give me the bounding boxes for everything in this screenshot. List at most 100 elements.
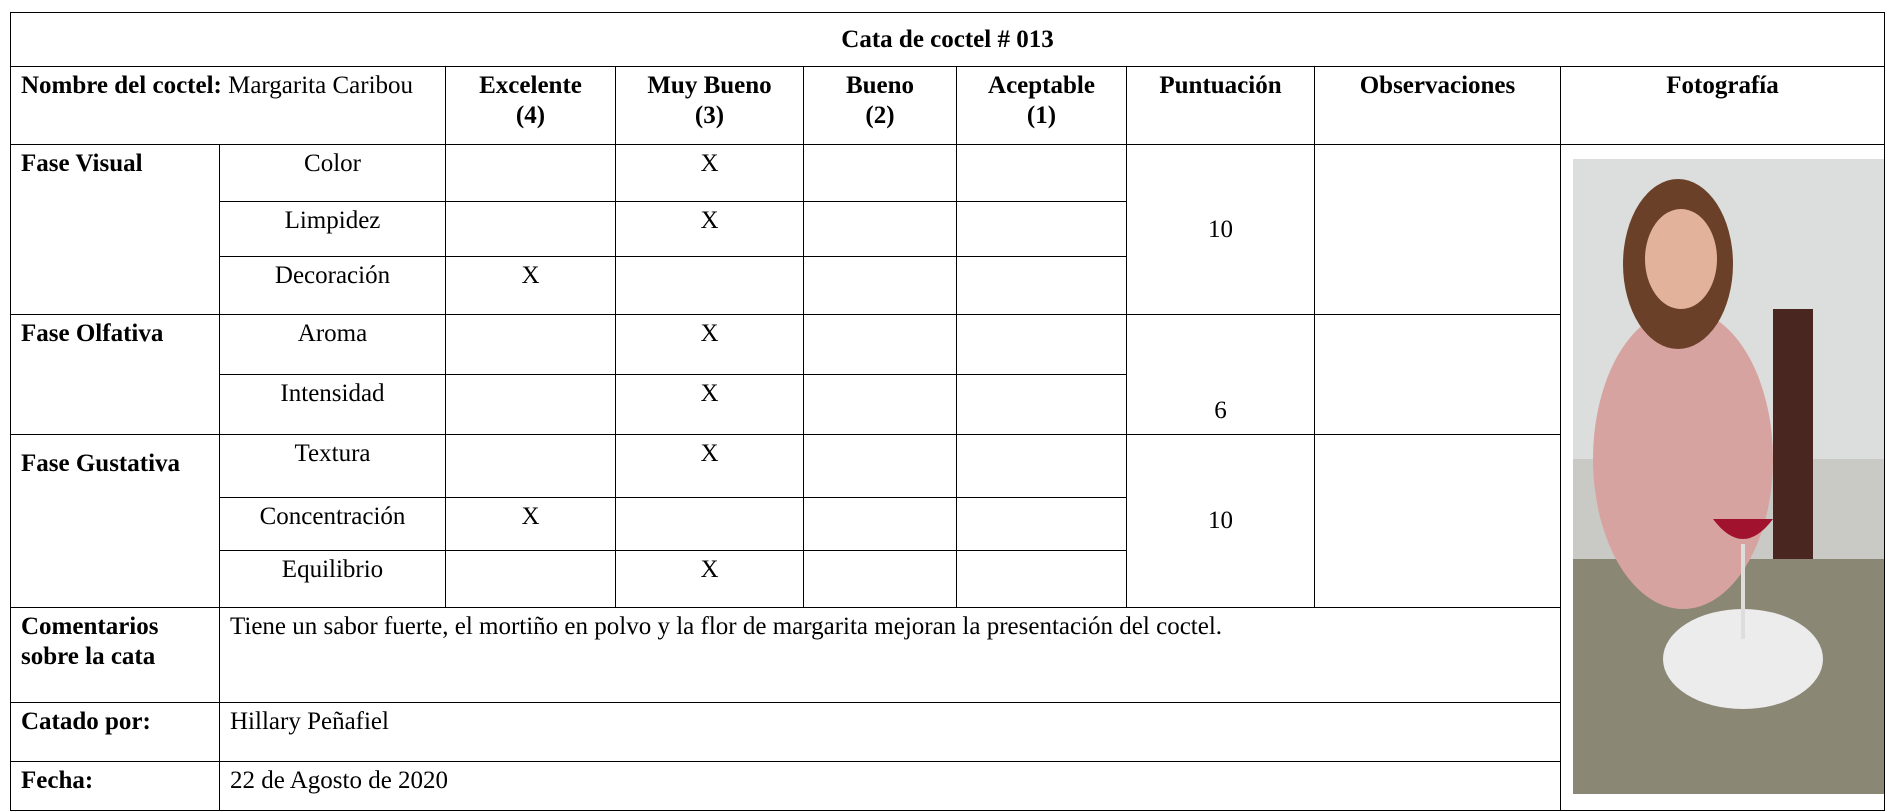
criterion-cell: Textura — [219, 433, 446, 498]
criterion-name: Aroma — [297, 320, 368, 347]
column-score: (3) — [694, 102, 725, 129]
rating-cell — [956, 256, 1127, 315]
column-name: Excelente — [479, 72, 582, 99]
row: Fase Visual Color X 10 — [10, 144, 1885, 811]
column-name: Muy Bueno — [647, 72, 772, 99]
phase-name: Fase Olfativa — [21, 320, 164, 347]
criterion-name: Intensidad — [280, 379, 385, 407]
phase-cell: Fase Gustativa — [10, 433, 220, 608]
column-header: Excelente (4) — [445, 66, 616, 145]
rating-cell — [445, 550, 616, 608]
score-header: Puntuación — [1126, 66, 1315, 145]
rating-cell — [803, 144, 957, 202]
comments-label-cell: Comentarios sobre la cata — [10, 607, 220, 703]
date-label: Fecha: — [21, 767, 94, 794]
rating-mark: X — [700, 207, 719, 234]
tasted_by-text: Hillary Peñafiel — [230, 708, 389, 735]
criterion-cell: Decoración — [219, 256, 446, 315]
column-score: (2) — [865, 102, 895, 129]
rating-cell — [956, 433, 1127, 498]
rating-cell: X — [615, 433, 804, 498]
cocktail-label: Nombre del coctel: — [21, 72, 222, 99]
rating-cell — [445, 201, 616, 257]
face — [1645, 209, 1717, 309]
rating-cell — [803, 201, 957, 257]
rating-cell — [445, 144, 616, 202]
score-cell: 10 — [1126, 144, 1315, 315]
score-cell: 10 — [1126, 433, 1315, 608]
rating-cell — [956, 497, 1127, 551]
criterion-name: Color — [304, 150, 361, 177]
phase-cell: Fase Olfativa — [10, 314, 220, 435]
criterion-cell: Color — [219, 144, 446, 202]
rating-cell — [803, 433, 957, 498]
phase-name: Fase Gustativa — [21, 449, 181, 477]
notes-cell — [1314, 314, 1561, 435]
criterion-cell: Limpidez — [219, 201, 446, 257]
score-header-text: Puntuación — [1159, 72, 1282, 99]
rating-cell — [803, 256, 957, 315]
criterion-name: Limpidez — [284, 207, 381, 234]
rating-cell — [956, 314, 1127, 375]
row: Cata de coctel # 013 — [9, 12, 1885, 67]
tasted_by-label: Catado por: — [21, 708, 151, 735]
tasted_by-label-cell: Catado por: — [10, 702, 220, 762]
row: Nombre del coctel: Margarita Caribou Exce… — [10, 66, 1885, 145]
photo-header: Fotografía — [1559, 66, 1885, 145]
column-score: (1) — [1026, 102, 1057, 129]
date-text-cell: 22 de Agosto de 2020 — [219, 761, 1561, 811]
rating-mark: X — [700, 379, 719, 407]
criterion-name: Concentración — [259, 503, 406, 530]
notes-cell — [1314, 433, 1561, 608]
comments-text: Tiene un sabor fuerte, el mortiño en pol… — [230, 613, 1223, 640]
criterion-cell: Equilibrio — [219, 550, 446, 608]
rating-cell — [615, 256, 804, 315]
criterion-name: Decoración — [274, 262, 391, 289]
criterion-name: Textura — [294, 439, 371, 467]
score: 10 — [1208, 506, 1233, 534]
cocktail-name: Margarita Caribou — [228, 72, 414, 99]
rating-mark: X — [521, 262, 540, 289]
rating-cell — [956, 550, 1127, 608]
column-header: Muy Bueno (3) — [615, 66, 804, 145]
person — [1593, 309, 1773, 609]
row: Comentarios sobre la cata Tiene un sabor … — [10, 607, 1885, 703]
rating-cell — [445, 433, 616, 498]
column-header: Bueno (2) — [803, 66, 957, 145]
rating-mark: X — [521, 503, 540, 530]
row: Decoración X — [11, 256, 1885, 315]
rating-cell: X — [445, 256, 616, 315]
rating-mark: X — [700, 439, 719, 467]
photo — [1573, 159, 1884, 794]
rating-cell — [445, 373, 616, 435]
comments-label: Comentarios sobre la cata — [21, 613, 159, 670]
rating-cell: X — [615, 373, 804, 435]
rating-mark: X — [700, 556, 719, 583]
row: Catado por: Hillary Peñafiel — [10, 702, 1885, 762]
rating-cell — [803, 314, 957, 375]
date-text: 22 de Agosto de 2020 — [230, 767, 449, 794]
notes-header: Observaciones — [1314, 66, 1561, 145]
criterion-cell: Aroma — [219, 314, 446, 375]
title-cell: Cata de coctel # 013 — [9, 12, 1885, 67]
score: 10 — [1208, 215, 1233, 243]
row: Fase Gustativa Textura X 10 — [10, 433, 1885, 608]
photo-header-text: Fotografía — [1666, 72, 1779, 99]
rating-cell: X — [445, 497, 616, 551]
score-cell: 6 — [1126, 314, 1315, 435]
rating-cell: X — [615, 201, 804, 257]
score: 6 — [1214, 396, 1227, 424]
rating-cell: X — [615, 144, 804, 202]
notes-cell — [1314, 144, 1561, 315]
rating-cell: X — [615, 314, 804, 375]
column-name: Aceptable — [988, 72, 1095, 99]
phase-name: Fase Visual — [21, 150, 143, 177]
criterion-cell: Concentración — [219, 497, 446, 551]
glass — [1713, 519, 1773, 539]
tasting-sheet: Cata de coctel # 013 Nombre del coctel: M… — [9, 12, 1885, 811]
rating-cell — [956, 373, 1127, 435]
comments-text-cell: Tiene un sabor fuerte, el mortiño en pol… — [219, 607, 1561, 703]
rating-cell — [803, 497, 957, 551]
row: Fecha: 22 de Agosto de 2020 — [10, 761, 1885, 811]
tasted_by-text-cell: Hillary Peñafiel — [219, 702, 1561, 762]
